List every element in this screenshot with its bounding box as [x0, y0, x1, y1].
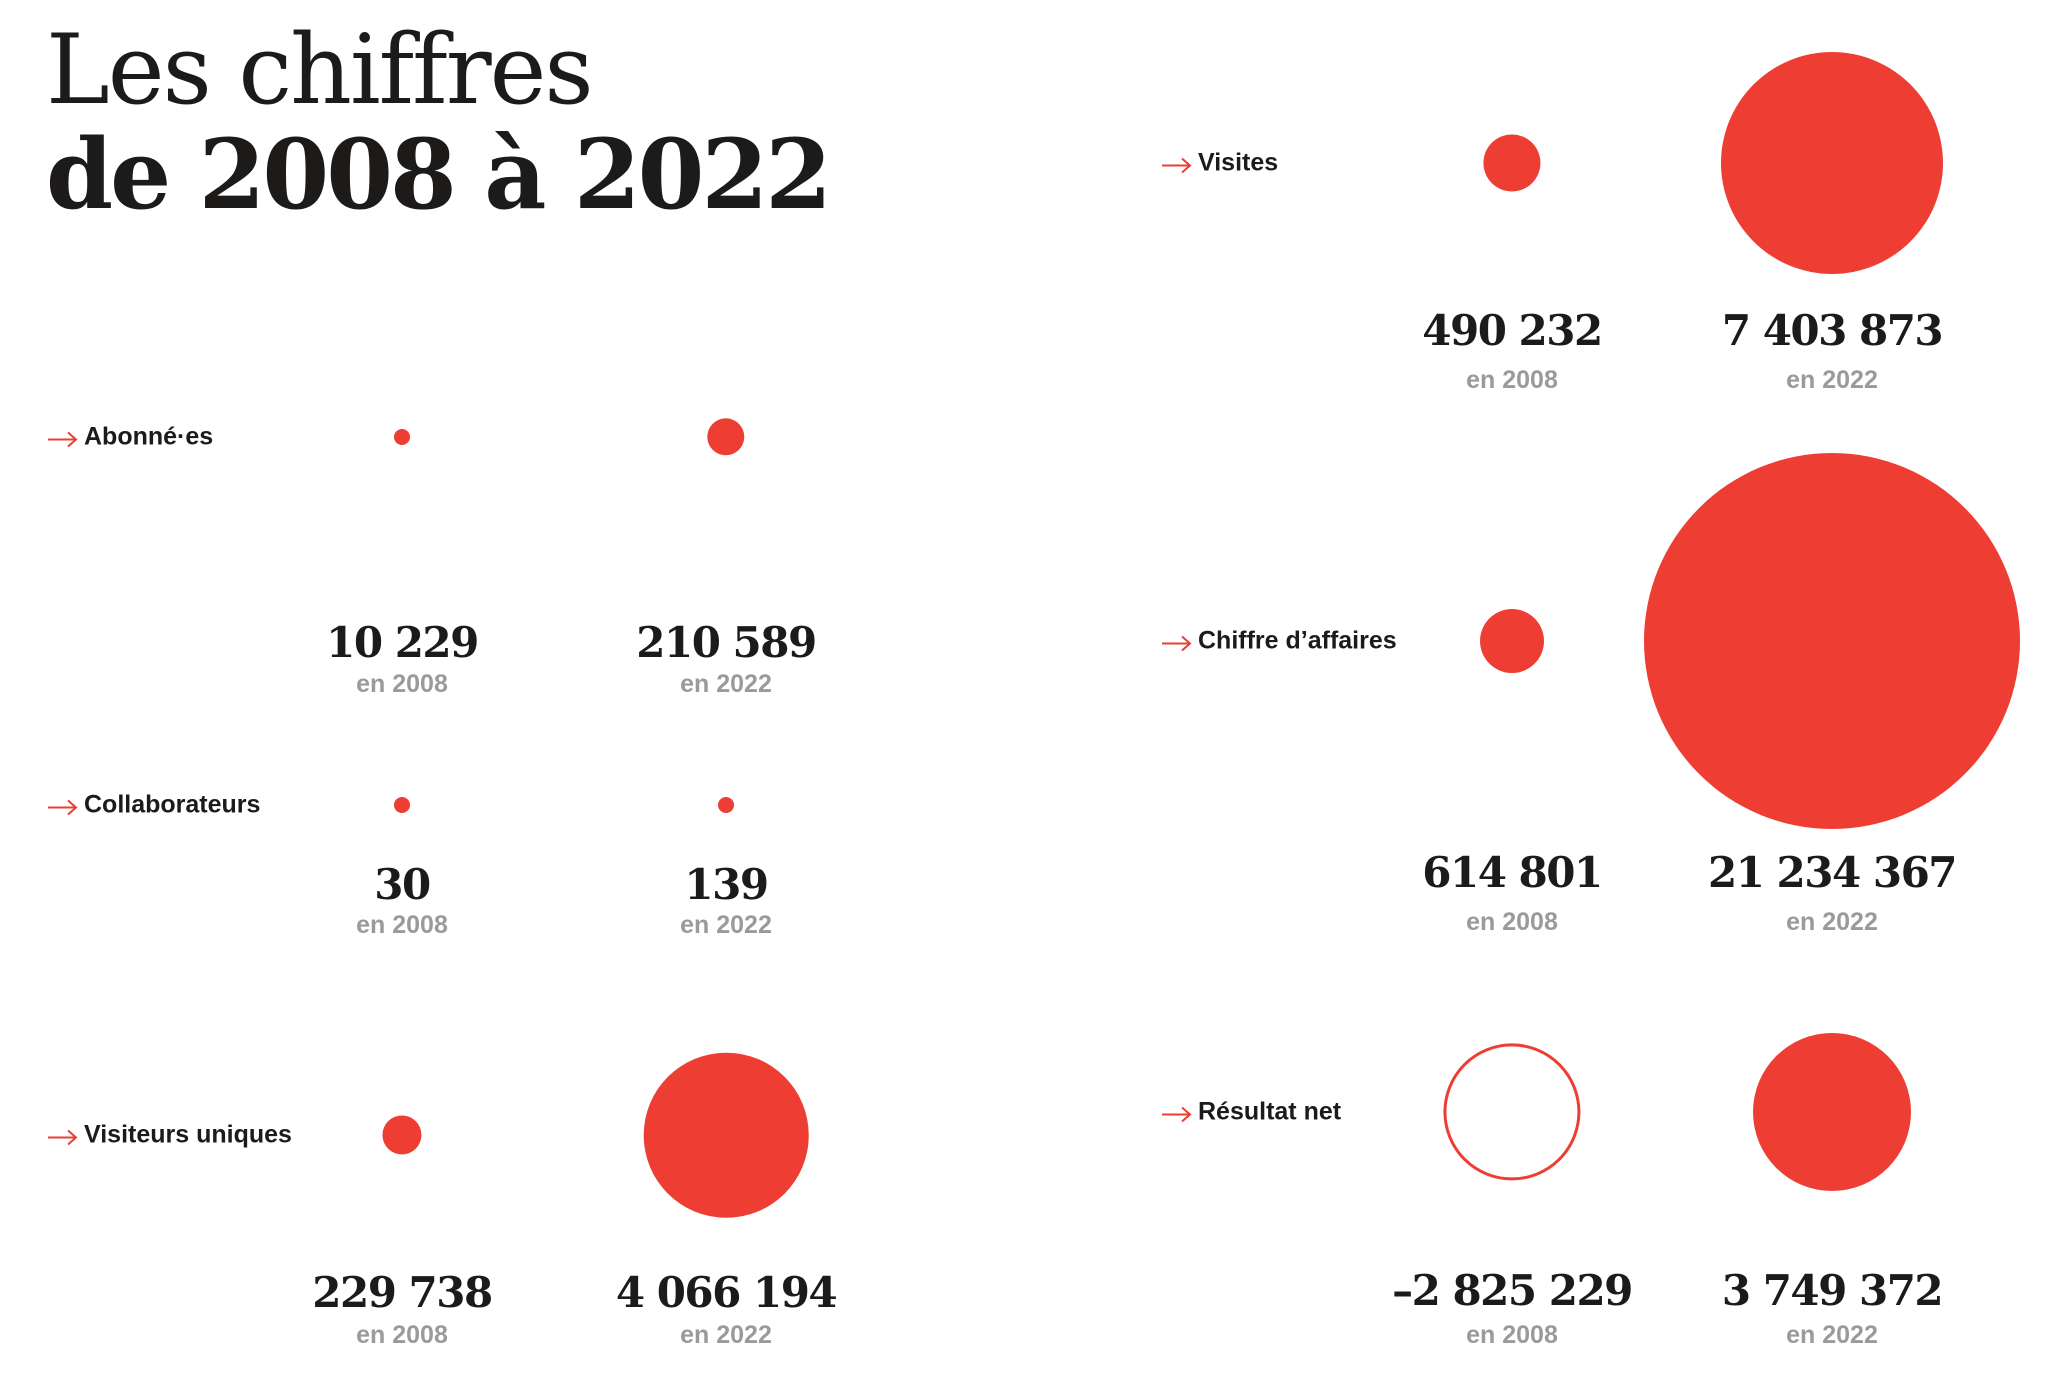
bubble-visiteurs-uniques-2008: [382, 1115, 422, 1155]
value-label-visites-2008: 490 232: [1422, 306, 1603, 355]
value-label-visiteurs-uniques-2022: 4 066 194: [615, 1268, 838, 1317]
value-label-chiffre-d-affaires-2008: 614 801: [1422, 848, 1603, 897]
value-label-abonne-es-2022: 210 589: [636, 618, 817, 667]
bubble-visiteurs-uniques-2022: [643, 1052, 809, 1218]
value-label-abonne-es-2008: 10 229: [326, 618, 479, 667]
bubble-abonne-es-2008: [394, 429, 410, 445]
bubble-abonne-es-2022: [707, 418, 745, 456]
metric-label-text: Collaborateurs: [84, 790, 261, 819]
metric-label-text: Résultat net: [1198, 1097, 1342, 1126]
arrow-right-icon: [46, 795, 80, 815]
bubble-visites-2008: [1483, 134, 1541, 192]
value-label-chiffre-d-affaires-2022: 21 234 367: [1707, 848, 1958, 897]
metric-label-text: Visites: [1198, 148, 1279, 177]
year-caption-collaborateurs-2008: en 2008: [356, 911, 448, 939]
bubble-resultat-net-2022: [1753, 1033, 1911, 1191]
metric-label-abonne-es: Abonné·es: [46, 423, 213, 452]
page-title-line-1: Les chiffres: [46, 14, 594, 126]
value-label-resultat-net-2008: –2 825 229: [1392, 1266, 1633, 1315]
bubble-visites-2022: [1720, 51, 1944, 275]
value-label-collaborateurs-2022: 139: [684, 860, 769, 909]
arrow-right-icon: [1160, 153, 1194, 173]
arrow-right-icon: [46, 427, 80, 447]
metric-label-collaborateurs: Collaborateurs: [46, 791, 260, 820]
bubble-chiffre-d-affaires-2008: [1480, 609, 1544, 673]
value-label-collaborateurs-2008: 30: [374, 860, 431, 909]
bubble-collaborateurs-2022: [718, 797, 734, 813]
year-caption-visites-2022: en 2022: [1786, 366, 1878, 394]
bubble-resultat-net-2008: [1443, 1043, 1581, 1181]
year-caption-collaborateurs-2022: en 2022: [680, 911, 772, 939]
value-label-visiteurs-uniques-2008: 229 738: [312, 1268, 493, 1317]
metric-label-chiffre-d-affaires: Chiffre d’affaires: [1160, 627, 1397, 656]
year-caption-chiffre-d-affaires-2008: en 2008: [1466, 908, 1558, 936]
page-title-line-2: de 2008 à 2022: [46, 118, 832, 231]
metric-label-visiteurs-uniques: Visiteurs uniques: [46, 1121, 292, 1150]
year-caption-abonne-es-2022: en 2022: [680, 670, 772, 698]
metric-label-text: Chiffre d’affaires: [1198, 626, 1397, 655]
arrow-right-icon: [46, 1125, 80, 1145]
metric-label-resultat-net: Résultat net: [1160, 1098, 1341, 1127]
arrow-right-icon: [1160, 631, 1194, 651]
year-caption-visites-2008: en 2008: [1466, 366, 1558, 394]
year-caption-abonne-es-2008: en 2008: [356, 670, 448, 698]
bubble-collaborateurs-2008: [394, 797, 410, 813]
arrow-right-icon: [1160, 1102, 1194, 1122]
year-caption-chiffre-d-affaires-2022: en 2022: [1786, 908, 1878, 936]
metric-label-text: Abonné·es: [84, 422, 214, 451]
metric-label-text: Visiteurs uniques: [84, 1120, 292, 1149]
year-caption-resultat-net-2022: en 2022: [1786, 1321, 1878, 1349]
metric-label-visites: Visites: [1160, 149, 1278, 178]
value-label-resultat-net-2022: 3 749 372: [1721, 1266, 1944, 1315]
year-caption-visiteurs-uniques-2022: en 2022: [680, 1321, 772, 1349]
year-caption-visiteurs-uniques-2008: en 2008: [356, 1321, 448, 1349]
bubble-chiffre-d-affaires-2022: [1644, 453, 2020, 829]
value-label-visites-2022: 7 403 873: [1721, 306, 1944, 355]
year-caption-resultat-net-2008: en 2008: [1466, 1321, 1558, 1349]
